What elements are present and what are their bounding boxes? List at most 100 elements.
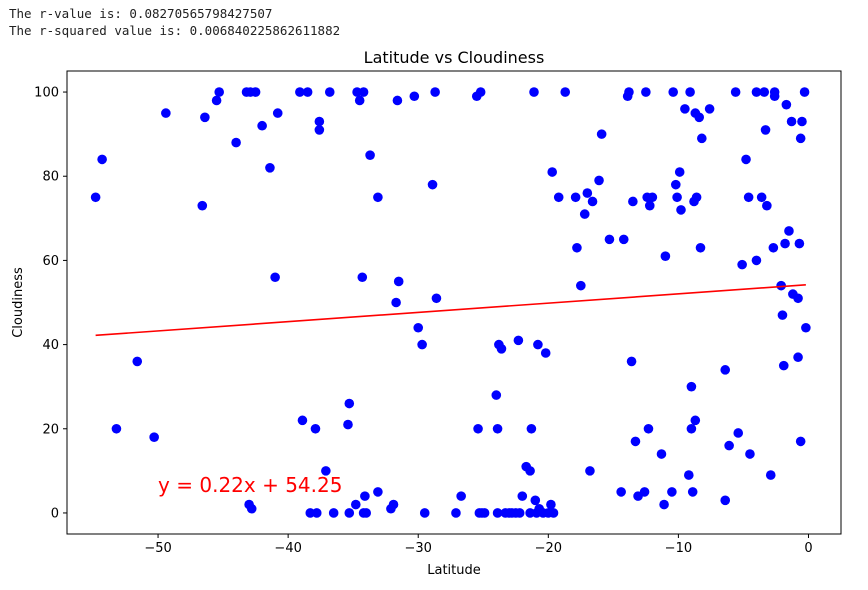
data-point — [525, 466, 535, 476]
data-point — [797, 116, 807, 127]
data-point — [784, 226, 794, 236]
data-point — [517, 491, 528, 501]
data-point — [473, 423, 483, 434]
data-point — [533, 339, 543, 350]
data-point — [547, 167, 558, 177]
points-layer — [90, 87, 811, 518]
data-point — [659, 499, 669, 510]
data-point — [149, 432, 159, 442]
x-tick-label: 0 — [804, 541, 812, 556]
data-point — [492, 508, 503, 518]
data-point — [639, 487, 650, 497]
data-point — [343, 419, 353, 430]
data-point — [618, 234, 629, 245]
data-point — [733, 428, 744, 438]
data-point — [409, 91, 420, 102]
data-point — [724, 440, 734, 451]
data-point — [265, 163, 275, 173]
data-point — [751, 87, 762, 97]
y-axis-label: Cloudiness — [11, 267, 26, 338]
data-point — [644, 200, 655, 211]
data-point — [200, 112, 210, 123]
y-tick-label: 80 — [42, 170, 59, 185]
data-point — [765, 470, 776, 480]
data-point — [357, 272, 368, 283]
r-value-line: The r-value is: 0.08270565798427507 — [9, 6, 273, 21]
data-point — [530, 495, 541, 506]
data-point — [344, 508, 355, 518]
data-point — [799, 87, 810, 97]
data-point — [392, 95, 403, 106]
y-tick-label: 20 — [42, 422, 59, 437]
chart-title: Latitude vs Cloudiness — [364, 48, 545, 67]
data-point — [427, 179, 438, 190]
data-point — [672, 192, 682, 203]
data-point — [211, 95, 222, 106]
regression-line — [95, 283, 806, 337]
data-point — [604, 234, 615, 245]
data-point — [674, 167, 685, 177]
data-point — [587, 196, 598, 207]
data-point — [572, 242, 582, 253]
data-point — [687, 487, 698, 497]
data-point — [626, 356, 637, 367]
data-point — [246, 503, 257, 514]
data-point — [90, 192, 101, 203]
data-point — [413, 322, 424, 333]
data-point — [630, 436, 641, 447]
data-point — [295, 87, 305, 97]
data-point — [624, 87, 634, 97]
data-point — [491, 390, 502, 400]
x-tick-label: −50 — [144, 541, 171, 556]
data-point — [743, 192, 754, 203]
data-point — [594, 175, 604, 186]
data-point — [548, 508, 559, 518]
data-point — [660, 251, 671, 261]
y-axis-ticks: 0 20 40 60 80 100 — [34, 86, 67, 521]
data-point — [801, 322, 811, 333]
data-point — [616, 487, 626, 497]
data-point — [781, 99, 792, 110]
data-point — [272, 108, 283, 118]
data-point — [686, 381, 697, 392]
data-point — [451, 508, 461, 518]
data-point — [529, 87, 539, 97]
data-point — [745, 449, 755, 459]
data-point — [546, 499, 556, 510]
y-tick-label: 100 — [34, 86, 59, 101]
data-point — [582, 188, 593, 198]
data-point — [691, 192, 702, 203]
data-point — [310, 423, 321, 434]
data-point — [111, 423, 122, 434]
data-point — [161, 108, 171, 118]
data-point — [456, 491, 466, 501]
data-point — [553, 192, 564, 203]
data-point — [780, 238, 790, 249]
data-point — [479, 508, 490, 518]
x-tick-label: −30 — [405, 541, 432, 556]
data-point — [388, 499, 399, 510]
data-point — [795, 133, 806, 144]
data-point — [596, 129, 607, 139]
data-point — [570, 192, 581, 203]
y-tick-label: 0 — [51, 506, 59, 521]
data-point — [391, 297, 401, 308]
data-point — [776, 280, 786, 291]
data-point — [328, 508, 339, 518]
data-point — [361, 508, 371, 518]
data-point — [492, 423, 503, 434]
data-point — [350, 499, 361, 510]
data-point — [695, 242, 706, 253]
x-tick-label: −40 — [274, 541, 301, 556]
regression-layer — [95, 283, 806, 337]
data-point — [311, 508, 322, 518]
data-point — [769, 91, 780, 102]
data-point — [756, 192, 767, 203]
data-point — [132, 356, 143, 367]
data-point — [430, 87, 440, 97]
data-point — [373, 487, 383, 497]
data-point — [250, 87, 261, 97]
data-point — [344, 398, 355, 409]
data-point — [668, 87, 678, 97]
